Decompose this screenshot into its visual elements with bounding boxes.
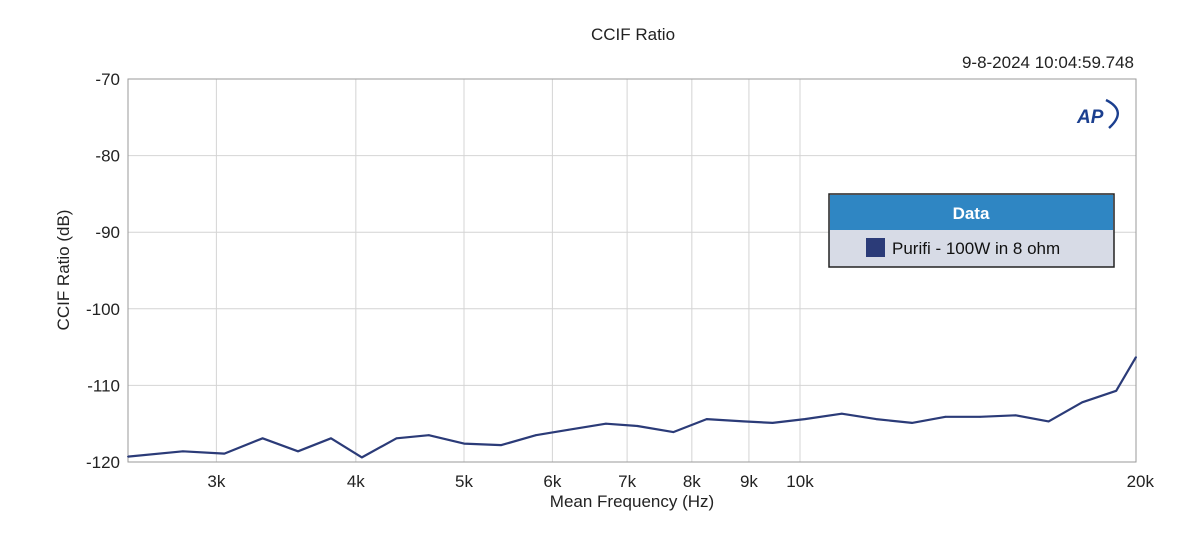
data-point: [605, 422, 607, 425]
grid-layer: [128, 78, 1137, 463]
data-point: [742, 420, 745, 423]
plot-frame: [127, 78, 1137, 463]
data-point: [840, 412, 843, 415]
y-tick-label: -80: [95, 147, 120, 166]
data-point: [771, 422, 774, 424]
series-line: [127, 356, 1137, 459]
data-point: [875, 418, 877, 420]
data-point: [427, 434, 430, 437]
data-point: [636, 425, 639, 427]
y-axis-ticks: -70 -80 -90 -100 -110 -120: [86, 70, 120, 472]
x-tick-label: 4k: [347, 472, 365, 491]
legend-title: Data: [953, 204, 990, 223]
data-point: [330, 437, 332, 440]
legend: Data Purifi - 100W in 8 ohm: [828, 193, 1115, 268]
legend-swatch: [866, 238, 885, 257]
data-point: [705, 418, 708, 420]
data-point: [395, 437, 398, 440]
data-point: [463, 442, 465, 445]
data-point: [567, 428, 570, 431]
data-point: [672, 431, 675, 433]
data-point: [535, 434, 537, 437]
ap-logo-text: AP: [1076, 107, 1104, 128]
x-tick-label: 7k: [618, 472, 636, 491]
y-tick-label: -110: [87, 376, 120, 395]
data-point: [1135, 356, 1137, 358]
data-point: [223, 452, 226, 455]
legend-header: [830, 195, 1113, 230]
y-tick-label: -70: [95, 70, 120, 89]
timestamp-label: 9-8-2024 10:04:59.748: [962, 53, 1134, 72]
data-point: [803, 418, 806, 420]
data-point: [1115, 389, 1118, 392]
data-point: [127, 455, 129, 458]
chart-title: CCIF Ratio: [591, 25, 675, 44]
y-axis-label: CCIF Ratio (dB): [54, 210, 73, 331]
data-point: [1047, 420, 1050, 423]
series-layer: [127, 356, 1137, 459]
ap-logo: AP: [1076, 98, 1119, 129]
data-point: [911, 422, 913, 424]
data-point: [1014, 414, 1017, 417]
ap-logo-swoosh-icon: [1105, 98, 1119, 129]
legend-entry-label: Purifi - 100W in 8 ohm: [892, 239, 1060, 258]
data-point: [182, 450, 184, 453]
data-point: [944, 415, 947, 418]
data-point: [500, 444, 503, 446]
x-tick-label: 3k: [207, 472, 225, 491]
data-point: [261, 437, 264, 440]
x-axis-label: Mean Frequency (Hz): [550, 492, 714, 511]
x-tick-label: 9k: [740, 472, 758, 491]
y-tick-label: -120: [86, 453, 120, 472]
data-point: [361, 456, 363, 459]
data-point: [1081, 401, 1084, 404]
x-tick-label: 8k: [683, 472, 701, 491]
x-tick-label: 5k: [455, 472, 473, 491]
data-point: [297, 450, 299, 453]
x-tick-label: 20k: [1127, 472, 1155, 491]
x-tick-label: 10k: [786, 472, 814, 491]
y-tick-label: -90: [95, 223, 120, 242]
data-point: [979, 415, 981, 418]
x-axis-ticks: 3k 4k 5k 6k 7k 8k 9k 10k 20k: [207, 472, 1154, 491]
y-tick-label: -100: [86, 300, 120, 319]
x-tick-label: 6k: [543, 472, 561, 491]
